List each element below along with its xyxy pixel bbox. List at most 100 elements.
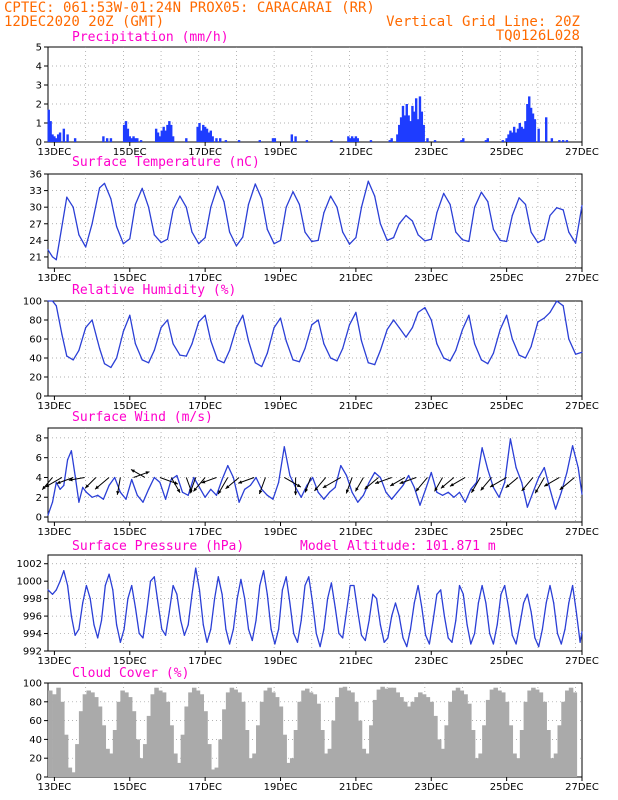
pressure-point bbox=[251, 639, 253, 642]
panel-cloud: 0 20 40 60 80 100 13DEC 15DEC 17DEC 19DEC 21DEC 23D… bbox=[23, 666, 599, 793]
temp-point bbox=[273, 243, 275, 245]
wind-arrow-head bbox=[238, 480, 243, 484]
pressure-point bbox=[244, 598, 246, 600]
rh-point bbox=[210, 340, 212, 342]
wind-point bbox=[492, 486, 495, 488]
y-tick-label: 100 bbox=[23, 297, 42, 308]
pressure-point bbox=[545, 602, 547, 604]
rh-point bbox=[398, 327, 400, 329]
precip-bar bbox=[505, 138, 508, 142]
temp-line bbox=[47, 180, 583, 261]
cloud-bar bbox=[387, 687, 393, 777]
pressure-point bbox=[376, 598, 378, 600]
wind-point bbox=[97, 494, 99, 496]
wind-arrow-head bbox=[440, 484, 445, 489]
cloud-bar bbox=[240, 701, 246, 777]
pressure-point bbox=[157, 602, 159, 604]
temp-point bbox=[336, 206, 338, 208]
cloud-bar bbox=[48, 690, 53, 777]
pressure-point bbox=[289, 602, 291, 604]
temp-point bbox=[61, 225, 63, 228]
rh-point bbox=[562, 305, 564, 307]
pressure-point bbox=[112, 589, 114, 591]
pressure-point bbox=[127, 598, 129, 600]
precip-bar bbox=[484, 140, 488, 142]
pressure-point bbox=[266, 593, 268, 595]
rh-point bbox=[185, 355, 187, 357]
x-tick-label: 15DEC bbox=[113, 147, 147, 158]
wind-point bbox=[47, 514, 49, 516]
temp-point bbox=[55, 259, 57, 261]
cloud-bar bbox=[308, 692, 314, 777]
wind-point bbox=[560, 491, 562, 493]
precip-bar bbox=[200, 130, 203, 142]
temp-point bbox=[386, 239, 388, 241]
x-tick-label: 23DEC bbox=[414, 527, 448, 538]
pressure-point bbox=[575, 611, 577, 613]
cloud-bar bbox=[342, 686, 348, 777]
wind-point bbox=[357, 501, 359, 503]
temp-point bbox=[72, 206, 74, 208]
pressure-point bbox=[489, 632, 491, 635]
wind-point bbox=[549, 488, 551, 490]
precip-bar bbox=[196, 126, 199, 142]
temp-point bbox=[499, 239, 501, 241]
precip-bar bbox=[215, 138, 218, 142]
rh-point bbox=[480, 359, 482, 361]
temp-point bbox=[242, 236, 244, 238]
wind-point bbox=[108, 484, 110, 486]
rh-point bbox=[374, 364, 376, 366]
rh-point bbox=[379, 349, 381, 351]
temp-point bbox=[556, 207, 558, 209]
panel-pressure: 992 994 996 998 1000 1002 13DEC 15DEC 17DEC 19DEC… bbox=[17, 539, 599, 667]
wind-point bbox=[379, 476, 381, 479]
wind-point bbox=[82, 486, 84, 488]
temp-point bbox=[562, 209, 564, 211]
wind-point bbox=[323, 498, 325, 500]
pressure-point bbox=[364, 639, 366, 642]
wind-point bbox=[526, 506, 528, 508]
cloud-bar bbox=[191, 687, 197, 777]
temp-point bbox=[374, 195, 376, 197]
precip-bar bbox=[524, 121, 527, 142]
rh-point bbox=[468, 314, 470, 316]
pressure-point bbox=[281, 589, 284, 591]
precip-bar bbox=[522, 128, 525, 142]
wind-point bbox=[198, 486, 201, 488]
x-tick-label: 27DEC bbox=[565, 147, 599, 158]
rh-point bbox=[311, 324, 313, 326]
cloud-bar bbox=[565, 690, 570, 777]
cloud-bar bbox=[263, 690, 269, 777]
pressure-point bbox=[319, 646, 321, 648]
cloud-bar bbox=[335, 697, 340, 777]
wind-arrow bbox=[434, 477, 443, 492]
cloud-bar bbox=[320, 730, 325, 777]
pressure-point bbox=[191, 593, 193, 595]
temp-point bbox=[191, 231, 193, 233]
temp-point bbox=[405, 214, 407, 217]
cloud-bar bbox=[90, 692, 95, 777]
precip-bar bbox=[102, 136, 105, 142]
rh-point bbox=[55, 305, 57, 307]
wind-arrow-head bbox=[434, 487, 438, 492]
wind-point bbox=[300, 496, 302, 498]
pressure-point bbox=[308, 576, 310, 578]
wind-arrow bbox=[41, 477, 53, 491]
rh-point bbox=[304, 347, 306, 350]
temp-point bbox=[51, 256, 54, 258]
pressure-point bbox=[462, 593, 464, 595]
rh-point bbox=[574, 353, 577, 355]
pressure-point bbox=[255, 619, 257, 622]
cloud-bar bbox=[429, 701, 434, 777]
wind-arrow-head bbox=[145, 471, 150, 475]
wind-point bbox=[566, 471, 568, 474]
wind-arrow-head bbox=[415, 487, 420, 492]
temp-point bbox=[398, 223, 400, 225]
precip-bar bbox=[565, 140, 569, 142]
cloud-bar bbox=[399, 697, 404, 777]
precip-bar bbox=[433, 140, 437, 142]
wind-point bbox=[396, 491, 398, 493]
rh-point bbox=[61, 333, 63, 335]
pressure-point bbox=[213, 598, 216, 600]
pressure-point bbox=[104, 584, 106, 587]
